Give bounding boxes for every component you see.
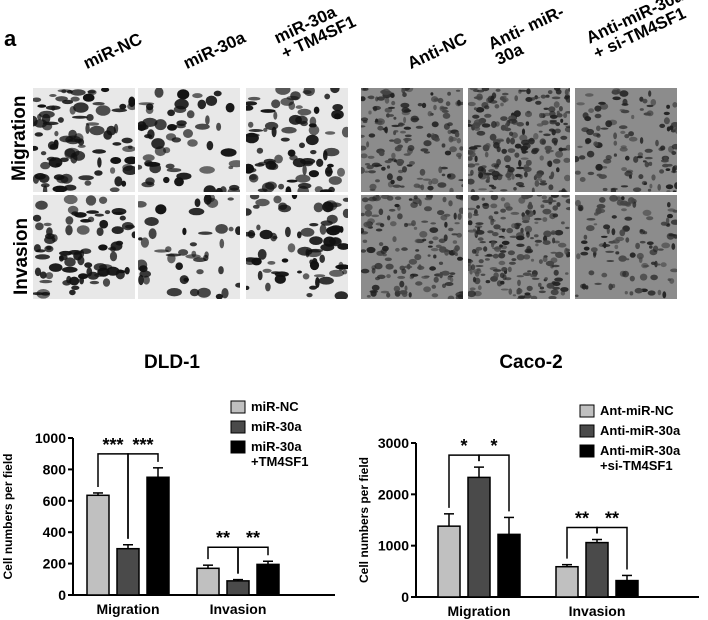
significance-bracket <box>596 526 628 570</box>
y-tick-label: 600 <box>43 493 67 509</box>
bar-1-0 <box>196 567 220 596</box>
significance-marker: * <box>460 436 467 456</box>
significance-marker: ** <box>605 509 619 529</box>
legend-swatch-0 <box>230 400 246 414</box>
row-label-migration: Migration <box>9 95 30 182</box>
micrograph-migration-4 <box>468 88 570 192</box>
column-label-5: Anti-miR-30a + si-TM4SF1 <box>583 0 689 63</box>
x-tick-label: Migration <box>97 601 160 617</box>
y-tick-label: 2000 <box>378 486 409 502</box>
x-tick-label: Migration <box>448 603 511 619</box>
legend-label-2: miR-30a <box>251 439 302 454</box>
bar-1-2 <box>615 579 639 598</box>
column-label-1: miR-30a <box>180 27 249 73</box>
chart-caco2: Caco-2 0 1000 2000 3000 Cell numbers per fiel… <box>357 352 699 619</box>
micrograph-migration-2 <box>246 88 348 192</box>
micrograph-invasion-2 <box>246 195 348 299</box>
bar-1-0 <box>555 565 579 598</box>
micrograph-invasion-4 <box>468 195 570 299</box>
micrograph-invasion-1 <box>138 195 240 299</box>
micrograph-migration-0 <box>33 88 135 192</box>
column-label-3: Anti-NC <box>404 28 470 73</box>
chart-dld1: DLD-1 0 200 400 600 800 1000 Cell numbers per f… <box>1 352 335 617</box>
significance-bracket <box>237 546 269 574</box>
significance-marker: * <box>490 436 497 456</box>
legend-label-2: +si-TM4SF1 <box>600 458 673 473</box>
y-tick-label: 1000 <box>378 538 409 554</box>
y-tick-label: 1000 <box>35 430 66 446</box>
significance-bracket <box>478 454 510 512</box>
significance-bracket <box>127 453 159 539</box>
legend-swatch-2 <box>230 440 246 454</box>
significance-marker: *** <box>132 435 153 455</box>
y-tick-label: 3000 <box>378 435 409 451</box>
legend-label-2: Anti-miR-30a <box>600 443 681 458</box>
legend-swatch-2 <box>579 444 595 458</box>
x-tick-label: Invasion <box>569 603 626 619</box>
significance-marker: ** <box>216 528 230 548</box>
column-label-4: Anti- miR- 30a <box>485 1 567 69</box>
bar-1-1 <box>226 580 250 596</box>
y-tick-label: 0 <box>58 587 66 603</box>
significance-marker: *** <box>102 435 123 455</box>
bar-0-2 <box>497 533 521 598</box>
micrograph-migration-3 <box>361 88 463 192</box>
panel-letter: a <box>4 26 17 51</box>
x-tick-label: Invasion <box>210 601 267 617</box>
chart-title: DLD-1 <box>144 352 200 373</box>
row-label-invasion: Invasion <box>11 217 32 295</box>
column-label-0: miR-NC <box>80 29 145 73</box>
micrograph-invasion-5 <box>575 195 677 299</box>
y-tick-label: 200 <box>43 556 67 572</box>
column-label-2: miR-30a + TM4SF1 <box>271 2 359 63</box>
y-tick-label: 400 <box>43 524 67 540</box>
legend-label-0: miR-NC <box>251 399 299 414</box>
significance-marker: ** <box>246 528 260 548</box>
legend-swatch-0 <box>579 404 595 418</box>
bar-0-0 <box>86 494 110 596</box>
chart-title: Caco-2 <box>499 352 562 373</box>
significance-marker: ** <box>575 509 589 529</box>
y-axis-label: Cell numbers per field <box>357 457 371 583</box>
bar-1-1 <box>585 541 609 598</box>
legend-label-2: +TM4SF1 <box>251 454 308 469</box>
legend-swatch-1 <box>579 424 595 438</box>
micrograph-migration-1 <box>138 88 240 192</box>
legend-label-1: miR-30a <box>251 419 302 434</box>
bar-0-1 <box>467 476 491 598</box>
legend-label-0: Ant-miR-NC <box>600 403 674 418</box>
bar-0-1 <box>116 547 140 596</box>
bar-0-0 <box>437 525 461 598</box>
legend-swatch-1 <box>230 420 246 434</box>
y-axis-label: Cell numbers per field <box>1 453 15 579</box>
y-tick-label: 800 <box>43 461 67 477</box>
micrograph-invasion-3 <box>361 195 463 299</box>
y-tick-label: 0 <box>401 589 409 605</box>
bar-1-2 <box>256 563 280 596</box>
legend-label-1: Anti-miR-30a <box>600 423 681 438</box>
bar-0-2 <box>146 476 170 596</box>
micrograph-migration-5 <box>575 88 677 192</box>
micrograph-invasion-0 <box>33 195 135 299</box>
